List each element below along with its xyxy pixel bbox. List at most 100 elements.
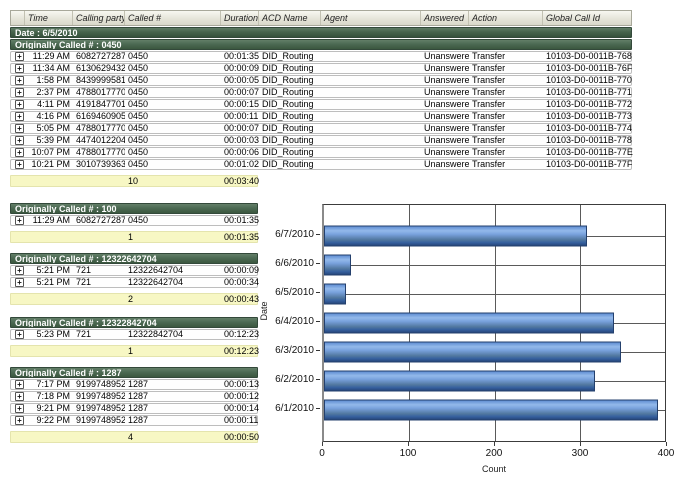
chart-x-tick-label: 0 bbox=[319, 448, 325, 459]
cell-acd-name: DID_Routing bbox=[262, 136, 314, 145]
cell-called: 1287 bbox=[128, 416, 149, 425]
expand-row-button[interactable]: + bbox=[15, 88, 24, 97]
cell-calling-party: 4788017770 bbox=[76, 88, 125, 97]
chart-x-tick-label: 200 bbox=[485, 448, 503, 459]
cell-time: 10:07 PM bbox=[31, 148, 70, 157]
expand-row-button[interactable]: + bbox=[15, 124, 24, 133]
cell-time: 4:11 PM bbox=[37, 100, 70, 109]
expand-cell: + bbox=[11, 100, 25, 109]
expand-cell: + bbox=[11, 112, 25, 121]
cell-global-call-id: 10103-D0-0011B-76F bbox=[546, 64, 633, 73]
table-row: + 4:11 PM 4191847701 0450 00:00:15 DID_R… bbox=[10, 99, 632, 110]
group-summary-row: 4 00:00:50 bbox=[10, 431, 259, 443]
expand-cell: + bbox=[11, 416, 25, 425]
bar-6/2/2010 bbox=[324, 370, 596, 391]
table-row: + 7:17 PM 9199748952 1287 00:00:13 bbox=[10, 379, 259, 390]
chart-x-tick bbox=[408, 442, 409, 446]
expand-cell: + bbox=[11, 330, 25, 339]
expand-row-button[interactable]: + bbox=[15, 380, 24, 389]
expand-cell: + bbox=[11, 76, 25, 85]
cell-time: 5:21 PM bbox=[36, 278, 70, 287]
expand-row-button[interactable]: + bbox=[15, 416, 24, 425]
cell-time: 7:18 PM bbox=[36, 392, 70, 401]
date-group-header: Date : 6/5/2010 bbox=[10, 27, 632, 38]
chart-category-label: 6/1/2010 bbox=[256, 394, 320, 423]
cell-calling-party: 9199748952 bbox=[76, 380, 125, 389]
summary-count: 1 bbox=[128, 232, 134, 242]
expand-cell: + bbox=[11, 404, 25, 413]
table-row: + 2:37 PM 4788017770 0450 00:00:07 DID_R… bbox=[10, 87, 632, 98]
group-summary-row: 1 00:01:35 bbox=[10, 231, 259, 243]
cell-action: Transfer bbox=[472, 124, 506, 133]
expand-row-button[interactable]: + bbox=[15, 392, 24, 401]
cell-answered: Unanswered bbox=[424, 64, 469, 73]
cell-calling-party: 721 bbox=[76, 278, 92, 287]
cell-acd-name: DID_Routing bbox=[262, 76, 314, 85]
table-row: + 5:21 PM 721 12322642704 00:00:09 bbox=[10, 265, 259, 276]
section-originally-called-100: Originally Called # : 100 + 11:29 AM 608… bbox=[10, 203, 259, 243]
cell-global-call-id: 10103-D0-0011B-77E bbox=[546, 148, 633, 157]
expand-row-button[interactable]: + bbox=[15, 76, 24, 85]
cell-called: 0450 bbox=[128, 160, 149, 169]
cell-duration: 00:00:09 bbox=[224, 266, 259, 275]
chart-category-label: 6/6/2010 bbox=[256, 249, 320, 278]
cell-called: 0450 bbox=[128, 52, 149, 61]
expand-row-button[interactable]: + bbox=[15, 216, 24, 225]
chart-y-tick bbox=[316, 350, 320, 351]
expand-row-button[interactable]: + bbox=[15, 404, 24, 413]
bar-6/3/2010 bbox=[324, 341, 621, 362]
cell-acd-name: DID_Routing bbox=[262, 64, 314, 73]
section-originally-called-12322642704: Originally Called # : 12322642704 + 5:21… bbox=[10, 253, 259, 305]
table-row: + 5:23 PM 721 12322842704 00:12:23 bbox=[10, 329, 259, 340]
chart-y-tick bbox=[316, 234, 320, 235]
expand-row-button[interactable]: + bbox=[15, 64, 24, 73]
cell-calling-party: 6082727287 bbox=[76, 52, 125, 61]
summary-duration: 00:03:40 bbox=[224, 176, 260, 186]
expand-row-button[interactable]: + bbox=[15, 330, 24, 339]
cell-duration: 00:00:03 bbox=[224, 136, 259, 145]
cell-action: Transfer bbox=[472, 148, 506, 157]
expand-cell: + bbox=[11, 136, 25, 145]
cell-calling-party: 8439999581 bbox=[76, 76, 125, 85]
table-row: + 1:58 PM 8439999581 0450 00:00:05 DID_R… bbox=[10, 75, 632, 86]
cell-answered: Unanswered bbox=[424, 124, 469, 133]
cell-time: 4:16 PM bbox=[36, 112, 70, 121]
group-summary-row: 2 00:00:43 bbox=[10, 293, 259, 305]
expand-row-button[interactable]: + bbox=[15, 278, 24, 287]
expand-row-button[interactable]: + bbox=[15, 112, 24, 121]
cell-duration: 00:00:07 bbox=[224, 88, 259, 97]
table-row: + 7:18 PM 9199748952 1287 00:00:12 bbox=[10, 391, 259, 402]
chart-category-label: 6/7/2010 bbox=[256, 220, 320, 249]
cell-action: Transfer bbox=[472, 88, 506, 97]
chart-category-label: 6/2/2010 bbox=[256, 365, 320, 394]
expand-row-button[interactable]: + bbox=[15, 136, 24, 145]
chart-category-label: 6/4/2010 bbox=[256, 307, 320, 336]
calls-by-date-bar-chart: Date 6/7/2010 6/6/2010 6/5/2010 6/4/2010 6/3… bbox=[256, 198, 674, 480]
cell-duration: 00:00:05 bbox=[224, 76, 259, 85]
expand-row-button[interactable]: + bbox=[15, 52, 24, 61]
cell-called: 0450 bbox=[128, 88, 149, 97]
chart-y-tick bbox=[316, 408, 320, 409]
expand-row-button[interactable]: + bbox=[15, 266, 24, 275]
expand-row-button[interactable]: + bbox=[15, 148, 24, 157]
expand-row-button[interactable]: + bbox=[15, 160, 24, 169]
chart-y-tick bbox=[316, 379, 320, 380]
cell-answered: Unanswered bbox=[424, 160, 469, 169]
cell-global-call-id: 10103-D0-0011B-770 bbox=[546, 76, 632, 85]
table-row: + 10:21 PM 3010739363 0450 00:01:02 DID_… bbox=[10, 159, 632, 170]
cell-action: Transfer bbox=[472, 100, 506, 109]
expand-cell: + bbox=[11, 380, 25, 389]
cell-acd-name: DID_Routing bbox=[262, 112, 314, 121]
cell-answered: Unanswered bbox=[424, 112, 469, 121]
expand-cell: + bbox=[11, 64, 25, 73]
cell-time: 2:37 PM bbox=[36, 88, 70, 97]
expand-row-button[interactable]: + bbox=[15, 100, 24, 109]
cell-time: 11:34 AM bbox=[32, 64, 70, 73]
cell-acd-name: DID_Routing bbox=[262, 88, 314, 97]
cell-answered: Unanswered bbox=[424, 52, 469, 61]
column-header-called: Called # bbox=[125, 11, 221, 25]
main-table-rows: + 11:29 AM 6082727287 0450 00:01:35 DID_… bbox=[10, 51, 633, 170]
cell-duration: 00:00:09 bbox=[224, 64, 259, 73]
chart-x-axis-title: Count bbox=[481, 464, 507, 474]
section-rows: + 5:21 PM 721 12322642704 00:00:09 + 5:2… bbox=[10, 265, 259, 288]
